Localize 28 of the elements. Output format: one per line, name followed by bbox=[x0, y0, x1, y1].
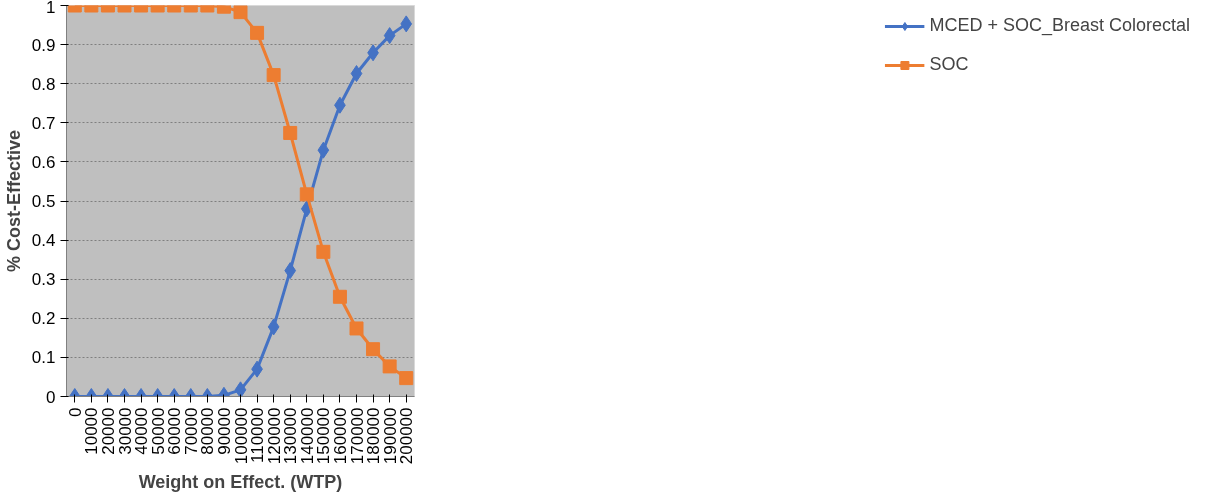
x-tick-label: 0 bbox=[65, 407, 85, 417]
y-tick-label: 0.3 bbox=[31, 270, 56, 290]
point bbox=[266, 68, 281, 83]
y-tick-label: 0.2 bbox=[31, 309, 56, 329]
point bbox=[299, 187, 314, 202]
point bbox=[332, 289, 347, 304]
point bbox=[283, 125, 298, 140]
x-tick-label: 170000 bbox=[347, 407, 367, 465]
y-tick-label: 0.6 bbox=[31, 152, 56, 172]
legend-label: MCED + SOC_Breast Colorectal bbox=[929, 15, 1190, 36]
x-tick-label: 30000 bbox=[115, 407, 135, 455]
x-tick-label: 200000 bbox=[397, 407, 417, 465]
point bbox=[284, 262, 297, 280]
point bbox=[317, 141, 330, 159]
point bbox=[350, 65, 363, 83]
y-tick-label: 0.1 bbox=[31, 348, 56, 368]
y-tick-label: 0.8 bbox=[31, 74, 56, 94]
legend-label: SOC bbox=[929, 54, 969, 75]
x-axis-title: Weight on Effect. (WTP) bbox=[138, 472, 343, 493]
point bbox=[316, 244, 331, 259]
y-axis-title: % Cost-Effective bbox=[3, 129, 24, 273]
y-tick-label: 0.7 bbox=[31, 113, 56, 133]
y-tick-label: 0.5 bbox=[31, 192, 56, 211]
y-tick-label: 0.4 bbox=[31, 231, 56, 251]
y-tick-label: 0 bbox=[46, 387, 56, 407]
y-tick-label: 1 bbox=[46, 0, 56, 17]
x-tick-label: 100000 bbox=[231, 407, 251, 465]
y-tick-label: 0.9 bbox=[31, 35, 56, 55]
